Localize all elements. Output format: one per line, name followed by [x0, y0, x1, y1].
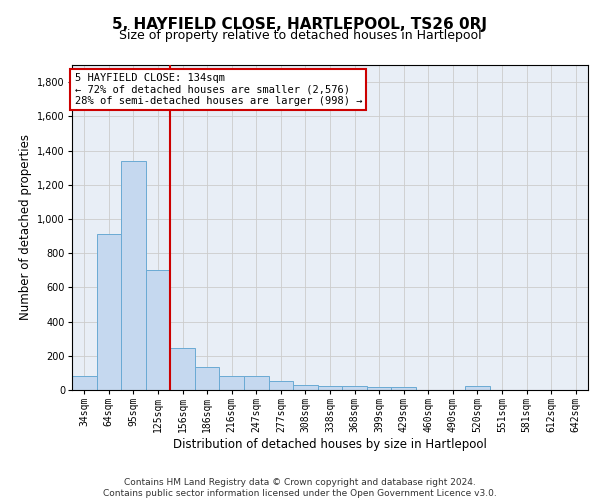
Bar	[367, 388, 391, 390]
Bar	[342, 386, 367, 390]
Bar	[269, 382, 293, 390]
Text: Size of property relative to detached houses in Hartlepool: Size of property relative to detached ho…	[119, 29, 481, 42]
Bar	[220, 376, 244, 390]
Bar	[244, 376, 269, 390]
Bar	[391, 388, 416, 390]
Bar	[195, 367, 220, 390]
Text: 5 HAYFIELD CLOSE: 134sqm
← 72% of detached houses are smaller (2,576)
28% of sem: 5 HAYFIELD CLOSE: 134sqm ← 72% of detach…	[74, 73, 362, 106]
Bar	[170, 348, 195, 390]
Bar	[293, 385, 318, 390]
Bar	[97, 234, 121, 390]
Bar	[465, 386, 490, 390]
Y-axis label: Number of detached properties: Number of detached properties	[19, 134, 32, 320]
Text: Contains HM Land Registry data © Crown copyright and database right 2024.
Contai: Contains HM Land Registry data © Crown c…	[103, 478, 497, 498]
Bar	[72, 376, 97, 390]
Bar	[121, 161, 146, 390]
X-axis label: Distribution of detached houses by size in Hartlepool: Distribution of detached houses by size …	[173, 438, 487, 451]
Bar	[146, 270, 170, 390]
Text: 5, HAYFIELD CLOSE, HARTLEPOOL, TS26 0RJ: 5, HAYFIELD CLOSE, HARTLEPOOL, TS26 0RJ	[113, 18, 487, 32]
Bar	[318, 386, 342, 390]
